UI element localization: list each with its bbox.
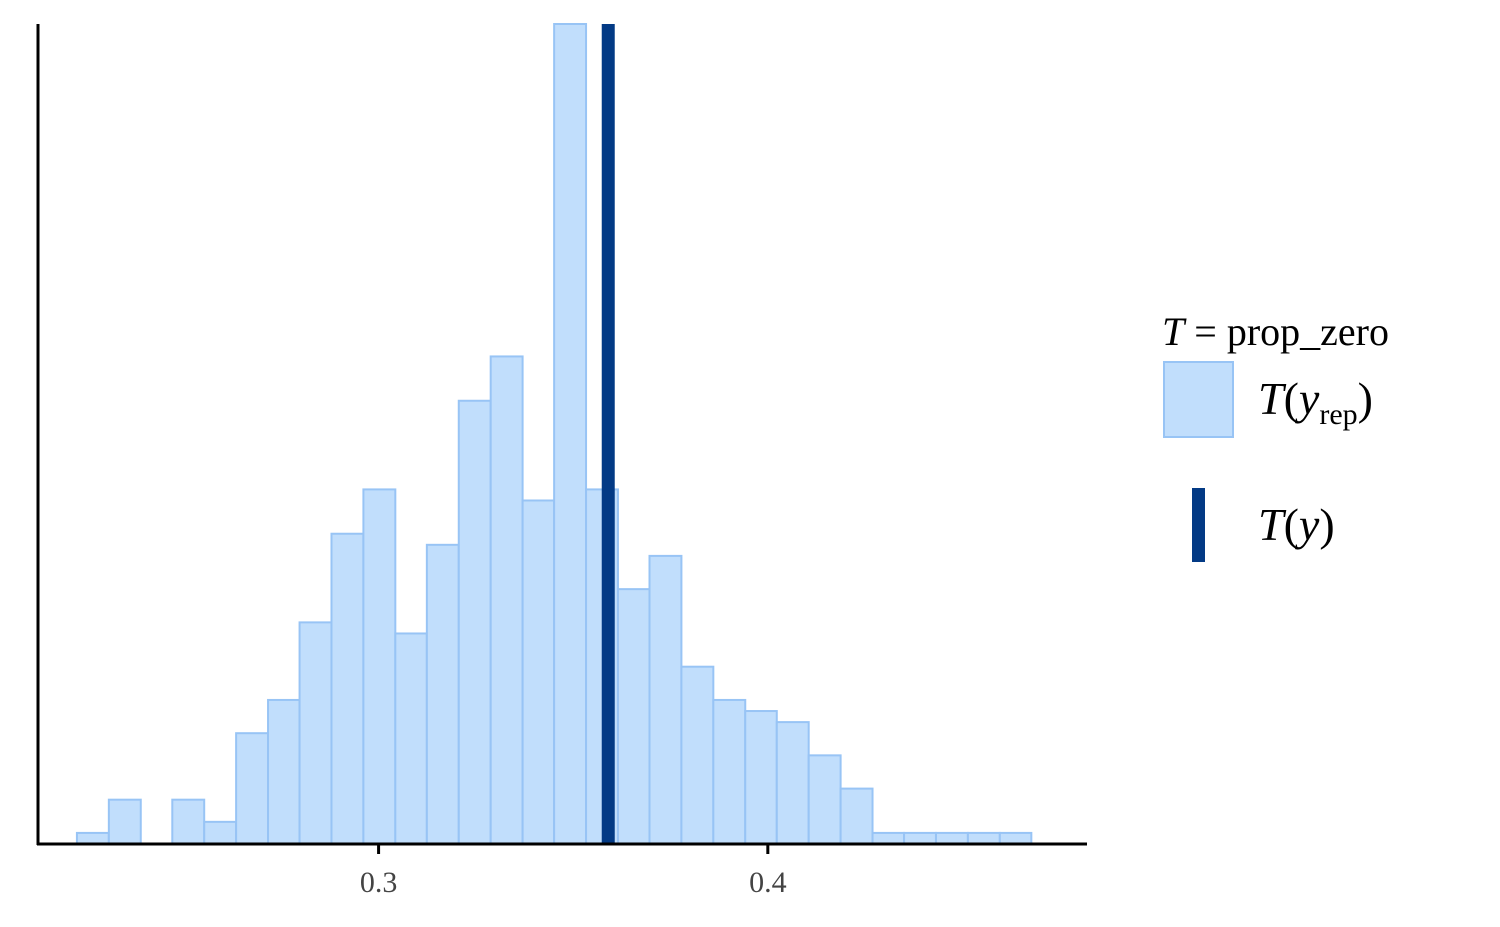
histogram-bar xyxy=(330,532,365,845)
histogram-bar xyxy=(966,831,1001,846)
histogram-bar xyxy=(553,23,588,845)
histogram-bar xyxy=(712,698,747,845)
histogram-bars xyxy=(75,23,1033,846)
histogram-bar xyxy=(107,798,142,845)
histogram-bar xyxy=(267,698,301,845)
legend-obs-fn: T xyxy=(1258,499,1287,550)
histogram-bar xyxy=(394,632,428,846)
histogram-bar xyxy=(425,543,460,845)
legend-rep-var: y xyxy=(1295,373,1320,424)
histogram-bar xyxy=(871,831,906,846)
histogram-bar xyxy=(298,621,333,845)
legend-label-replicated: T(yrep) xyxy=(1258,373,1373,431)
histogram-bar xyxy=(489,355,524,845)
x-tick-label: 0.4 xyxy=(749,866,787,899)
histogram-bar xyxy=(744,710,778,846)
histogram-bar xyxy=(903,831,937,846)
observed-statistic-line xyxy=(601,24,615,844)
histogram-bar xyxy=(171,798,206,845)
x-tick-label: 0.3 xyxy=(360,866,398,899)
legend-key-replicated xyxy=(1163,361,1234,438)
histogram-bar xyxy=(362,488,397,845)
legend: T = prop_zero T(yrep) T(y) xyxy=(1162,309,1389,562)
histogram-bar xyxy=(648,554,683,845)
x-axis-ticks: 0.3 0.4 xyxy=(360,844,787,899)
histogram-bar xyxy=(457,399,492,845)
histogram-bar xyxy=(203,820,238,845)
histogram-bar xyxy=(521,499,556,845)
histogram-bar xyxy=(807,754,842,846)
legend-key-observed xyxy=(1192,488,1205,562)
legend-rep-fn: T xyxy=(1258,373,1287,424)
legend-obs-var: y xyxy=(1295,499,1320,550)
legend-title-variable: T xyxy=(1162,309,1187,354)
histogram-bar xyxy=(998,831,1033,846)
histogram-bar xyxy=(934,831,969,846)
legend-label-observed: T(y) xyxy=(1258,499,1335,550)
histogram-bar xyxy=(775,721,810,845)
legend-title-equals: = xyxy=(1194,309,1217,354)
histogram-bar xyxy=(680,665,715,845)
histogram-bar xyxy=(75,831,110,846)
legend-title-statistic: prop_zero xyxy=(1227,309,1389,354)
histogram-bar xyxy=(839,787,874,846)
histogram-bar xyxy=(616,588,651,845)
legend-rep-subscript: rep xyxy=(1319,398,1357,431)
histogram-bar xyxy=(235,732,270,846)
legend-title: T = prop_zero xyxy=(1162,309,1389,354)
